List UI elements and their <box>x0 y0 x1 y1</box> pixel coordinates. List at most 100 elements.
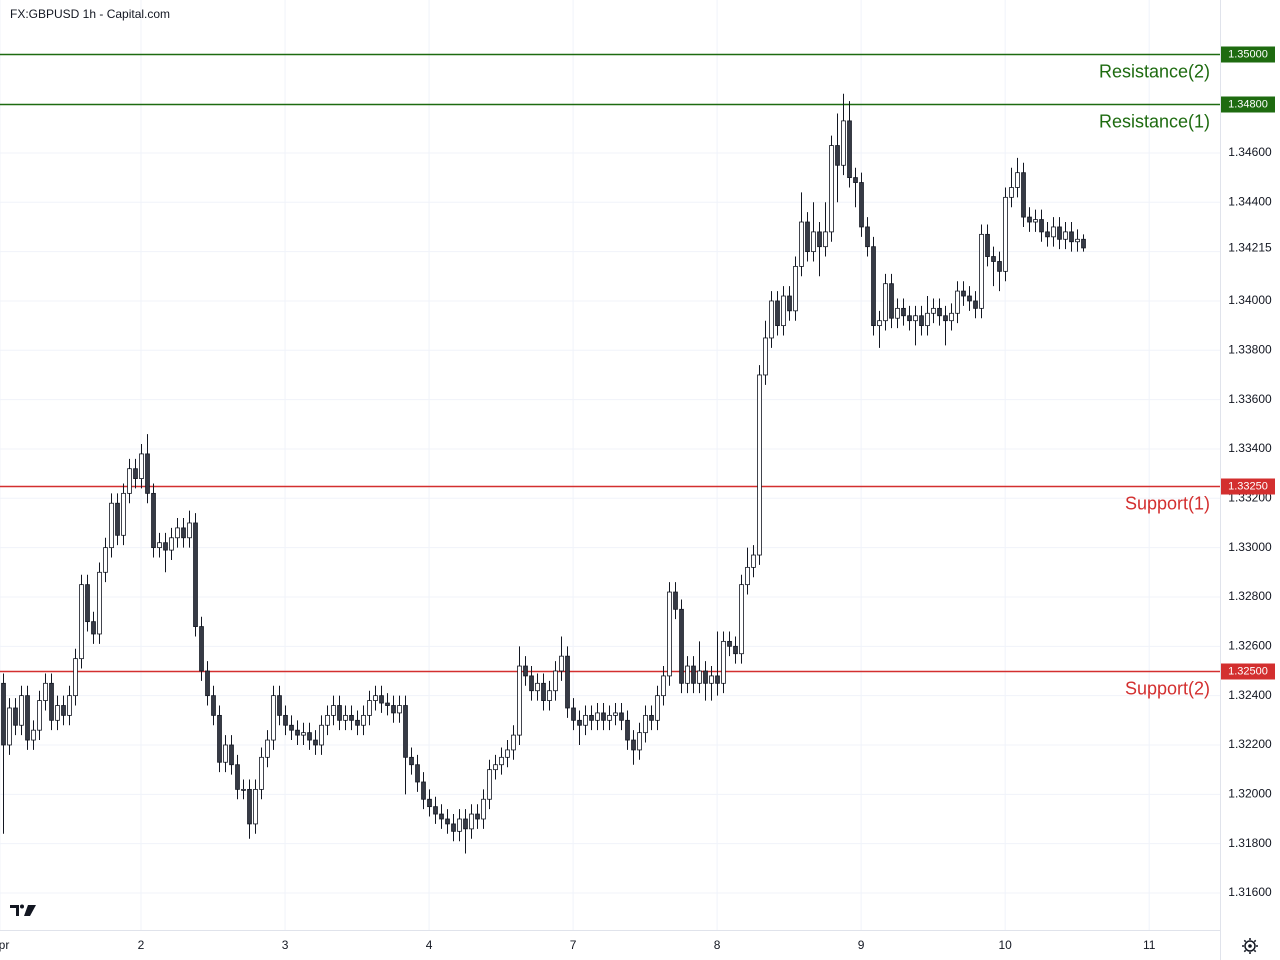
candle-body <box>721 640 726 684</box>
candle-body <box>589 714 594 721</box>
candle-body <box>253 788 258 825</box>
candle-body <box>781 295 786 327</box>
last-price-badge <box>1221 240 1275 257</box>
y-tick-label: 1.32200 <box>1228 737 1272 751</box>
candle-body <box>1021 172 1026 218</box>
level-label: 1.34800 <box>1228 98 1268 110</box>
candle-body <box>415 764 420 783</box>
candle-body <box>607 714 612 721</box>
candle-body <box>43 682 48 701</box>
candle-body <box>865 226 870 248</box>
candle-body <box>577 719 582 726</box>
x-tick-label: 4 <box>426 938 433 952</box>
candle-body <box>145 453 150 494</box>
y-tick-label: 1.33600 <box>1228 392 1272 406</box>
candle-body <box>511 734 516 751</box>
candle-body <box>439 813 444 820</box>
candle-body <box>151 492 156 549</box>
candle-body <box>241 788 246 791</box>
candle-body <box>709 675 714 684</box>
candle-body <box>97 571 102 635</box>
candle-body <box>703 670 708 684</box>
candle-body <box>931 307 936 314</box>
axis-layer: 1.31600 1.31800 1.32000 1.32200 1.32400 1.326… <box>0 46 1275 952</box>
candle-body <box>499 756 504 766</box>
candle-body <box>487 769 492 800</box>
candle-body <box>343 714 348 721</box>
candle-body <box>13 707 18 726</box>
candle-body <box>907 315 912 322</box>
candle-body <box>265 739 270 758</box>
level-name: Resistance(1) <box>1099 111 1210 131</box>
candle-body <box>631 739 636 751</box>
candle-body <box>823 231 828 248</box>
candle-body <box>463 818 468 830</box>
candle-body <box>229 744 234 766</box>
y-tick-label: 1.32000 <box>1228 786 1272 800</box>
x-tick-label: 10 <box>998 938 1012 952</box>
y-tick-label: 1.32600 <box>1228 638 1272 652</box>
candle-body <box>733 645 738 655</box>
candle-body <box>715 675 720 684</box>
candle-body <box>517 665 522 736</box>
candle-body <box>937 307 942 317</box>
candle-body <box>79 584 84 660</box>
candle-body <box>223 744 228 763</box>
candle-body <box>211 695 216 716</box>
candle-body <box>139 453 144 479</box>
level-badge <box>1221 663 1275 680</box>
candle-body <box>979 233 984 309</box>
x-tick-label: Apr <box>0 938 9 952</box>
candle-body <box>661 675 666 697</box>
candle-body <box>493 764 498 771</box>
candle-body <box>355 719 360 726</box>
candle-body <box>973 300 978 309</box>
candle-body <box>19 695 24 726</box>
candle-body <box>613 712 618 716</box>
candle-body <box>409 756 414 766</box>
x-tick-label: 3 <box>282 938 289 952</box>
candle-body <box>895 307 900 319</box>
candle-body <box>625 719 630 741</box>
candle-body <box>943 315 948 322</box>
candle-body <box>1045 231 1050 238</box>
candle-body <box>67 695 72 716</box>
candle-body <box>1081 238 1086 249</box>
candle-body <box>247 788 252 825</box>
candle-body <box>817 231 822 248</box>
candle-body <box>1069 231 1074 243</box>
candle-body <box>91 621 96 635</box>
candle-body <box>295 729 300 736</box>
candle-body <box>523 665 528 677</box>
y-tick-label: 1.31600 <box>1228 885 1272 899</box>
candle-body <box>373 695 378 701</box>
candle-body <box>967 295 972 302</box>
candle-body <box>103 547 108 573</box>
candle-body <box>301 732 306 736</box>
candle-body <box>157 542 162 549</box>
candle-body <box>835 145 840 166</box>
candle-body <box>199 626 204 672</box>
candle-body <box>847 120 852 179</box>
candle-body <box>187 522 192 539</box>
candle-body <box>769 300 774 339</box>
candle-body <box>1015 172 1020 188</box>
candle-body <box>1027 216 1032 223</box>
candle-body <box>955 290 960 314</box>
candle-body <box>61 705 66 716</box>
candle-body <box>601 712 606 721</box>
candle-body <box>859 182 864 228</box>
level-layer: Resistance(2) Resistance(1) Support(1) Supp… <box>0 53 1220 698</box>
candle-body <box>133 468 138 479</box>
candle-layer <box>1 93 1086 854</box>
settings-icon[interactable] <box>1242 938 1258 954</box>
candle-body <box>331 705 336 716</box>
candle-body <box>421 781 426 800</box>
level-label: 1.35000 <box>1228 48 1268 60</box>
candle-body <box>31 729 36 741</box>
candle-body <box>787 295 792 312</box>
candle-body <box>367 700 372 716</box>
candle-body <box>175 527 180 539</box>
candle-body <box>961 290 966 297</box>
